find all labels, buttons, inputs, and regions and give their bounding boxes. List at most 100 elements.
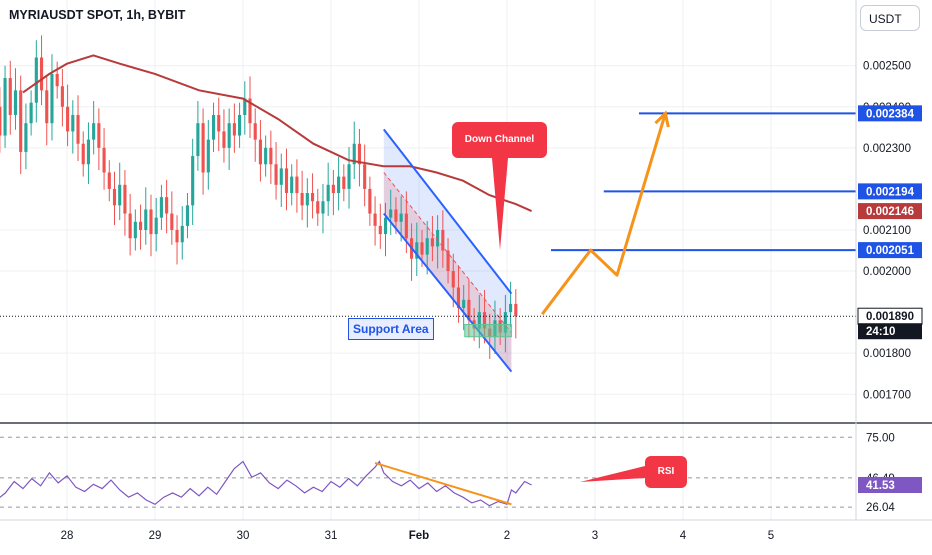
axis-labels: 0.0025000.0024000.0023000.0021000.002000… (61, 61, 923, 542)
candle-body (316, 201, 320, 214)
candle-body (430, 238, 434, 247)
time-tick-label: 28 (61, 530, 74, 542)
candle-body (45, 90, 49, 124)
price-tick-label: 0.001700 (863, 389, 911, 401)
candle-body (326, 184, 330, 202)
rsi-tick-label: 75.00 (866, 432, 895, 444)
candle-body (55, 73, 59, 87)
candle-body (310, 193, 315, 202)
candle-body (321, 201, 325, 214)
candle-body (3, 78, 7, 136)
candle-body (222, 131, 226, 148)
candle-body (138, 221, 143, 230)
currency-button-label: USDT (869, 12, 902, 26)
candle-body (86, 139, 91, 165)
candle-body (477, 312, 481, 329)
candle-body (467, 299, 471, 321)
currency-button[interactable]: USDT (860, 5, 920, 31)
candle-body (133, 221, 137, 239)
time-tick-label: 5 (768, 530, 774, 542)
down-channel-label: Down Channel (464, 134, 535, 145)
candle-body (363, 164, 367, 189)
price-pane[interactable] (0, 35, 856, 373)
candle-body (81, 143, 85, 165)
candle-body (264, 147, 268, 165)
candle-body (102, 147, 106, 173)
candle-body (451, 271, 455, 288)
rsi-pane[interactable] (0, 436, 856, 513)
channel-lower-line[interactable] (383, 212, 513, 373)
candle-body (378, 225, 382, 235)
projection-path[interactable] (541, 112, 667, 316)
candle-body (13, 90, 18, 115)
candle-body (201, 123, 205, 173)
candle-body (19, 90, 23, 152)
price-badge-text: 24:10 (866, 326, 895, 338)
candle-body (295, 176, 299, 194)
candle-body (217, 114, 221, 132)
candle-body (357, 143, 362, 165)
price-badge-text: 0.002146 (866, 206, 914, 218)
rsi-callout-label: RSI (657, 466, 675, 477)
candle-body (71, 114, 75, 132)
channel-upper-line[interactable] (383, 128, 513, 295)
price-tick-label: 0.002500 (863, 61, 911, 73)
candle-body (211, 114, 216, 140)
candle-body (128, 213, 132, 239)
candle-body (180, 225, 184, 243)
candle-body (0, 106, 2, 136)
candle-body (191, 156, 195, 206)
candle-body (107, 172, 111, 189)
candle-body (39, 57, 44, 91)
grid (0, 0, 856, 520)
candle-body (462, 299, 466, 309)
moving-average-line (22, 54, 533, 213)
support-zone[interactable] (464, 323, 512, 338)
candle-body (34, 57, 38, 103)
candle-body (154, 217, 158, 235)
candle-body (144, 209, 148, 230)
candle-body (373, 213, 377, 226)
candle-body (258, 139, 262, 165)
candle-body (415, 242, 419, 259)
down-channel-pointer (492, 158, 508, 250)
candle-body (420, 242, 424, 255)
support-area-label[interactable]: Support Area (348, 318, 434, 340)
candle-body (456, 287, 461, 309)
candle-body (50, 73, 54, 124)
candle-body (185, 205, 190, 226)
candle-body (337, 176, 341, 194)
candle-body (394, 209, 398, 222)
candle-body (227, 123, 231, 148)
candle-body (279, 168, 283, 185)
rsi-value-badge-text: 41.53 (866, 480, 895, 492)
rsi-trendline[interactable] (374, 461, 512, 506)
rsi-callout[interactable]: RSI (645, 456, 687, 488)
price-badge-level (858, 105, 922, 122)
candle-body (274, 164, 278, 185)
price-tick-label: 0.001800 (863, 348, 911, 360)
projection-arrowhead (654, 110, 670, 128)
candle-body (514, 303, 518, 317)
down-channel-callout[interactable]: Down Channel (452, 122, 547, 158)
candle-body (149, 209, 153, 235)
candle-body (347, 164, 351, 189)
candle-body (509, 303, 513, 313)
channel-mid-line (383, 172, 512, 333)
rsi-value-badge (858, 477, 922, 494)
candle-body (290, 176, 294, 194)
candle-body (97, 123, 101, 148)
candle-body (66, 106, 70, 132)
time-tick-label: 4 (680, 530, 687, 542)
price-badge-countdown (858, 323, 922, 340)
candle-body (92, 123, 96, 140)
price-badge-ma (858, 203, 922, 220)
candle-body (441, 229, 445, 251)
support-area-text: Support Area (353, 322, 429, 336)
price-tick-label: 0.002000 (863, 266, 911, 278)
candle-body (342, 176, 346, 189)
candle-body (118, 184, 122, 206)
time-tick-label: Feb (409, 530, 429, 542)
